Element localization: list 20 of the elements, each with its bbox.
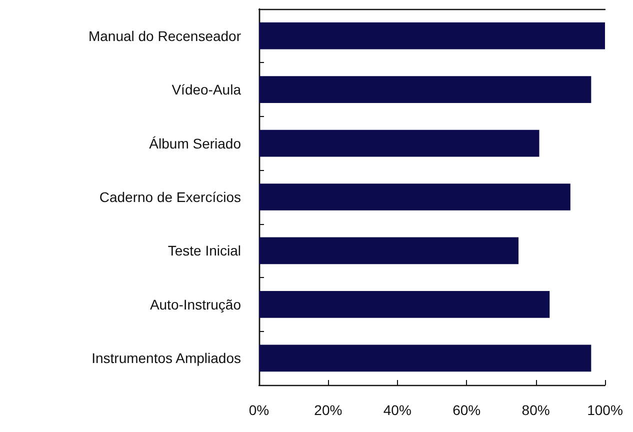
y-tick-label: Teste Inicial [168, 242, 241, 259]
x-tick-label: 40% [383, 402, 412, 418]
x-tick-label: 60% [452, 402, 481, 418]
bar [259, 22, 605, 50]
y-tick-label: Álbum Seriado [149, 135, 242, 152]
x-tick-label: 80% [522, 402, 550, 418]
bar [259, 76, 592, 103]
x-tick-label: 20% [314, 402, 342, 418]
y-tick-label: Auto-Instrução [150, 296, 242, 312]
bar [259, 344, 592, 372]
x-tick-label: 100% [587, 402, 623, 418]
y-tick-label: Caderno de Exercícios [99, 189, 241, 205]
y-tick-label: Manual do Recenseador [88, 28, 242, 44]
bar [259, 184, 570, 210]
y-tick-label: Instrumentos Ampliados [92, 350, 241, 366]
bar [259, 291, 550, 318]
y-tick-label: Vídeo-Aula [172, 82, 242, 98]
bar [259, 130, 540, 157]
bar [259, 237, 518, 264]
x-tick-label: 0% [248, 402, 270, 418]
